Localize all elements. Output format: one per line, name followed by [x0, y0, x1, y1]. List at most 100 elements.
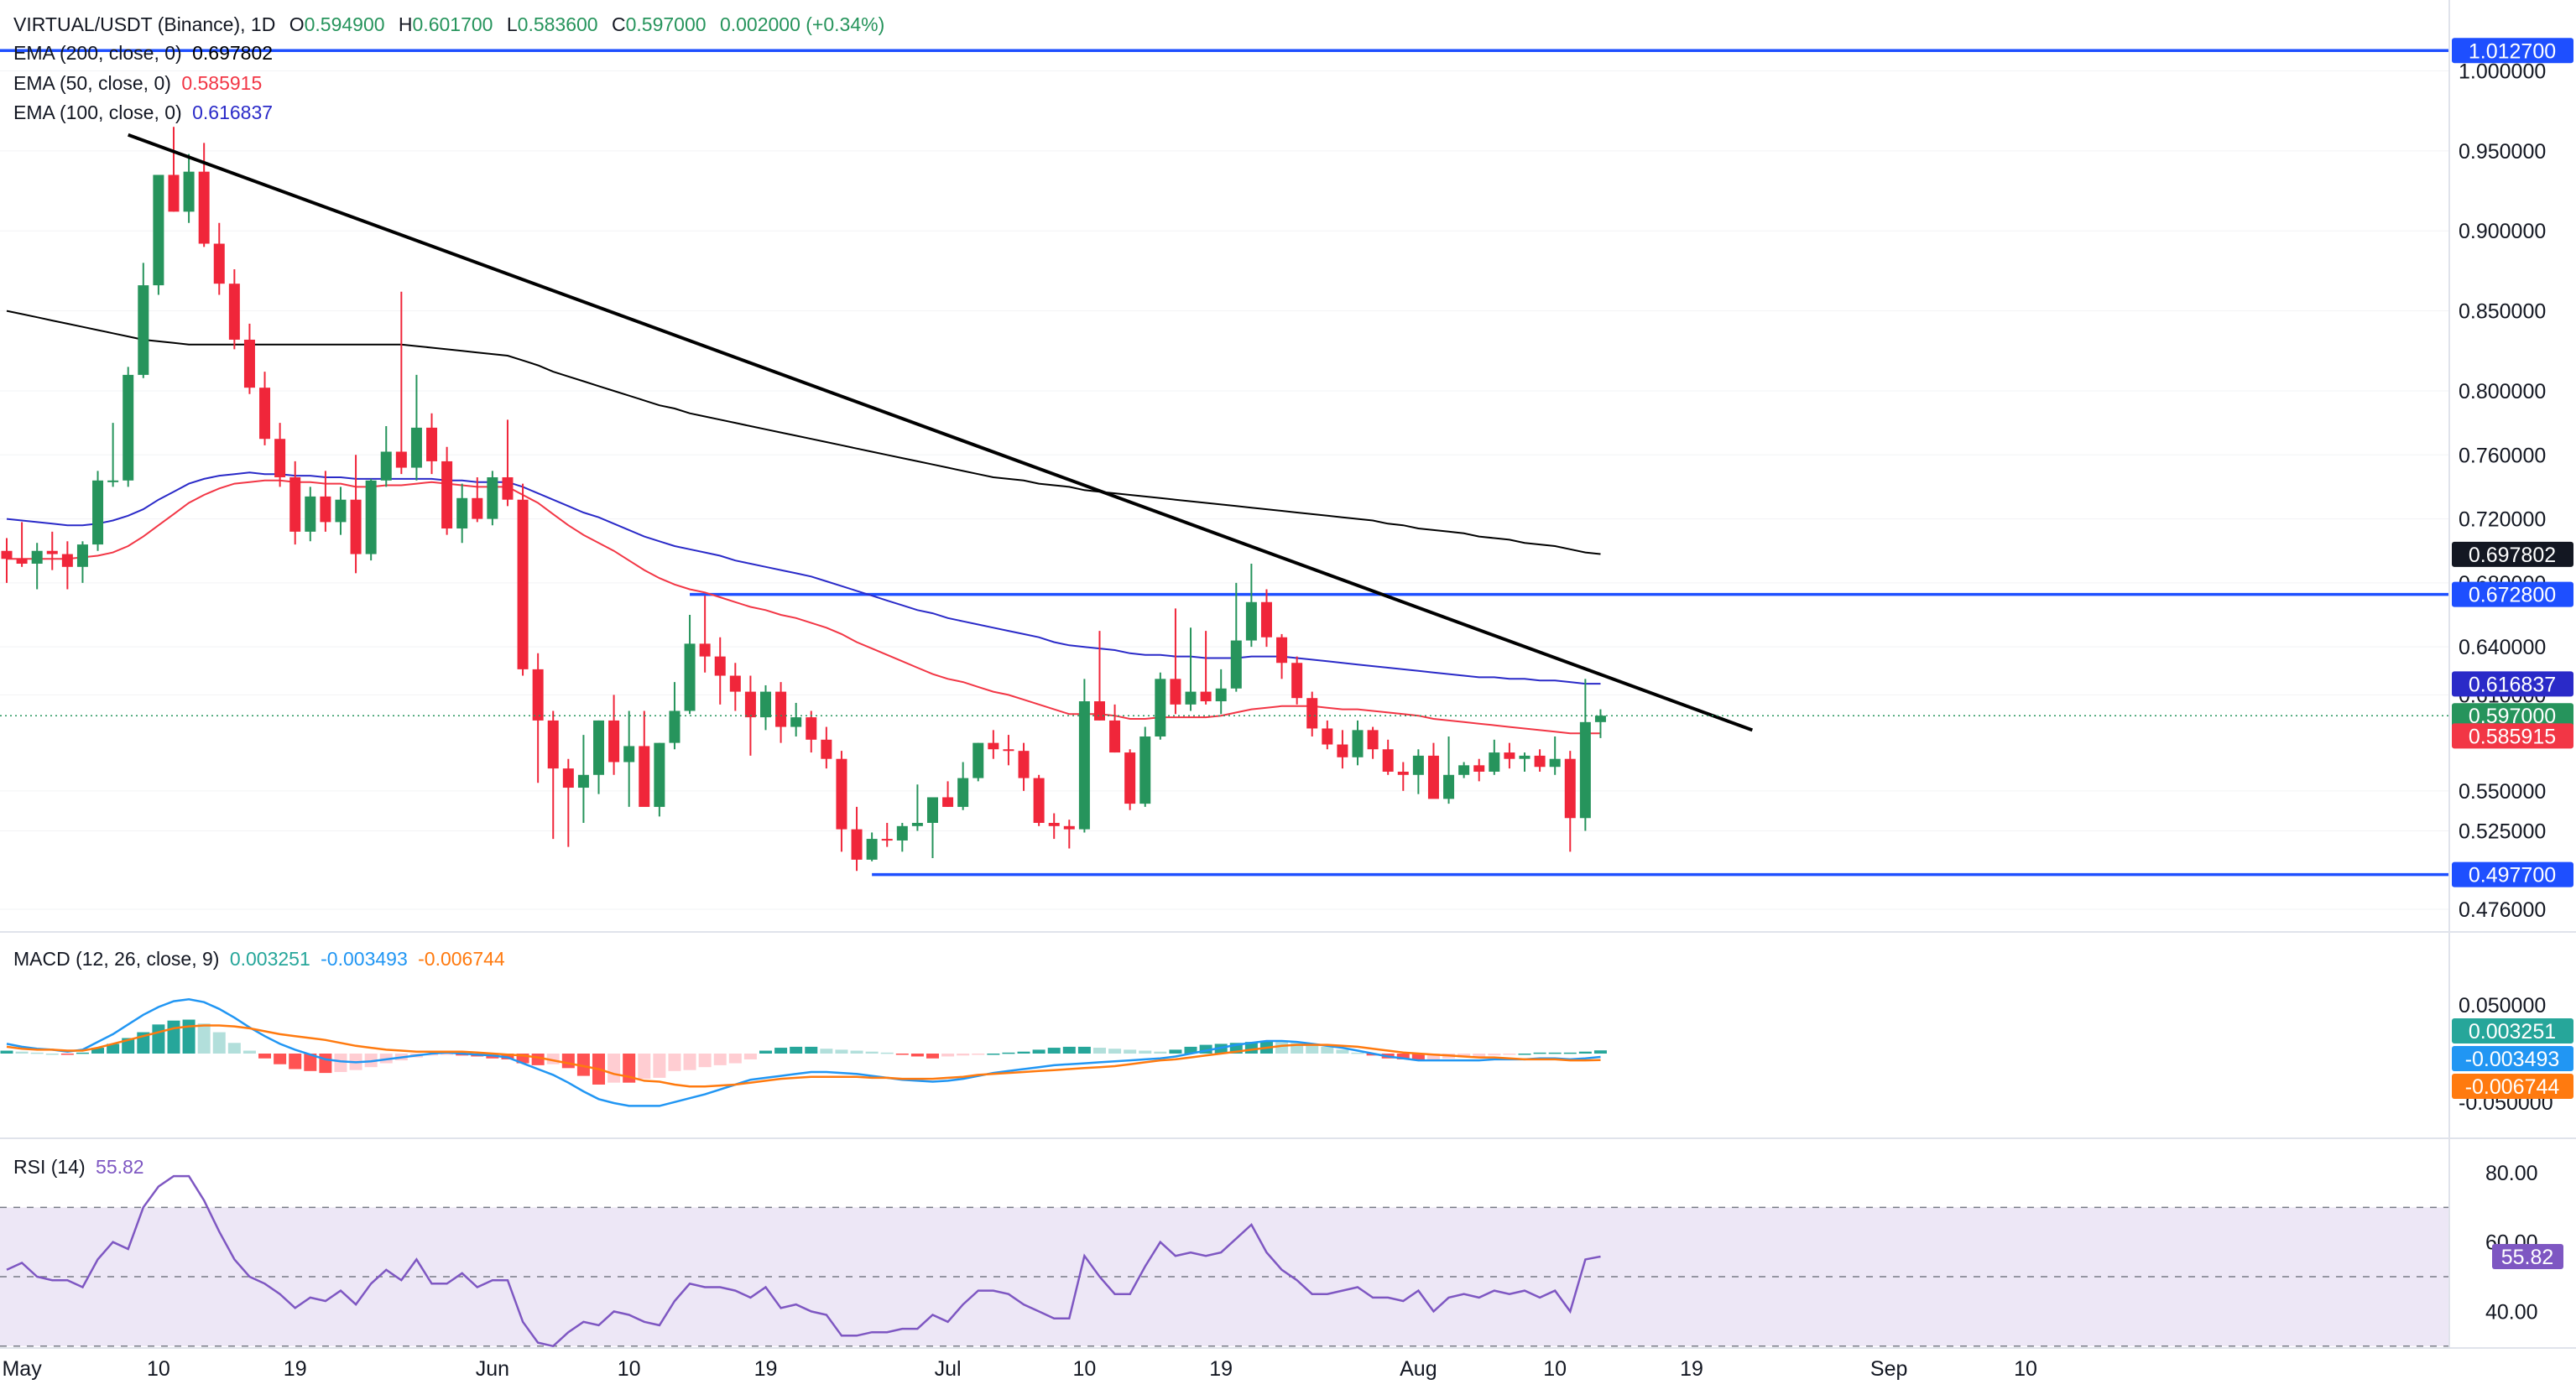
ema-200-line — [6, 310, 1601, 555]
ema100-legend[interactable]: EMA (100, close, 0) 0.616837 — [13, 101, 273, 124]
candle — [1579, 679, 1591, 831]
candle — [517, 483, 529, 676]
symbol-legend[interactable]: VIRTUAL/USDT (Binance), 1D O0.594900 H0.… — [13, 13, 884, 36]
macd-pane — [0, 998, 1607, 1107]
ema200-polyline — [6, 310, 1601, 555]
candle — [1200, 631, 1212, 705]
candle — [92, 471, 104, 551]
rsi-tick-label: 40.00 — [2485, 1300, 2538, 1324]
macd-histogram-bar — [1351, 1052, 1364, 1054]
candle-body — [1489, 752, 1500, 772]
macd-histogram-bar — [122, 1038, 135, 1054]
candle-body — [1397, 771, 1409, 775]
candle-body — [1155, 679, 1166, 736]
candle-body — [487, 476, 498, 519]
macd-histogram-bar — [242, 1050, 256, 1054]
candle-body — [821, 739, 832, 759]
macd-histogram-bar — [60, 1054, 74, 1055]
candle-body — [1504, 752, 1515, 759]
candle — [1458, 762, 1470, 778]
candle-body — [1337, 744, 1348, 757]
candle — [593, 720, 605, 794]
candle-body — [790, 717, 802, 727]
candle-body — [426, 427, 438, 461]
macd-histogram-bar — [1154, 1051, 1167, 1054]
horizontal-levels — [0, 49, 2448, 877]
candle-body — [1427, 755, 1439, 799]
candle — [1564, 751, 1576, 852]
candle — [639, 710, 650, 807]
candle-body — [76, 544, 88, 567]
candle — [926, 797, 938, 858]
macd-label: MACD (12, 26, close, 9) — [13, 948, 220, 970]
candles — [1, 127, 1606, 872]
tag-macd-line-text: -0.003493 — [2465, 1048, 2560, 1071]
macd-line — [6, 998, 1601, 1107]
macd-histogram-bar — [1032, 1049, 1046, 1054]
candle-body — [562, 768, 574, 788]
macd-histogram-bar — [212, 1032, 226, 1054]
macd-histogram-bar — [516, 1054, 529, 1064]
ema200-legend[interactable]: EMA (200, close, 0) 0.697802 — [13, 42, 273, 65]
macd-histogram-bar — [1169, 1049, 1182, 1054]
macd-histogram-bar — [1002, 1052, 1015, 1054]
candle — [836, 751, 847, 852]
candle-body — [92, 480, 104, 545]
macd-histogram-bar — [668, 1054, 681, 1071]
rsi-value: 55.82 — [96, 1156, 144, 1178]
tag-macd-line-box — [2452, 1046, 2573, 1071]
candle — [456, 483, 468, 544]
time-tick-label: 10 — [147, 1357, 170, 1381]
candle — [365, 478, 377, 561]
candle — [228, 269, 240, 350]
macd-histogram-bar — [1548, 1052, 1562, 1054]
candle — [1594, 709, 1606, 738]
macd-histogram-bar — [258, 1054, 272, 1059]
ema200-value: 0.697802 — [192, 42, 274, 64]
candle — [547, 710, 559, 840]
macd-histogram-bar — [45, 1054, 59, 1055]
tag-range-bottom: 0.497700 — [2452, 861, 2573, 887]
candle — [1230, 582, 1242, 692]
tag-last-price-box — [2452, 703, 2573, 729]
candle-body — [1139, 736, 1151, 804]
rsi-line — [6, 1174, 1601, 1348]
candle-body — [1200, 691, 1212, 702]
candle-body — [395, 451, 407, 468]
candle — [821, 726, 832, 769]
candle-body — [259, 388, 271, 440]
candle — [76, 541, 88, 583]
candle-body — [1230, 640, 1242, 689]
macd-histogram-bar — [1017, 1051, 1030, 1054]
candle — [866, 832, 878, 861]
macd-histogram-bar — [1503, 1054, 1516, 1055]
candle-body — [243, 339, 255, 388]
close-label: C — [612, 13, 626, 35]
macd-histogram-bar — [1199, 1044, 1212, 1054]
time-tick-label: 19 — [1209, 1357, 1233, 1381]
candle-body — [714, 656, 726, 676]
macd-histogram-bar — [1077, 1046, 1091, 1054]
candle — [851, 806, 863, 872]
candle-body — [654, 742, 665, 807]
tag-macd-signal-text: -0.006744 — [2465, 1075, 2560, 1099]
macd-histogram-bar — [1108, 1049, 1122, 1054]
candle — [1185, 627, 1197, 711]
candle — [699, 596, 711, 673]
candle-body — [1078, 701, 1090, 830]
rsi-legend[interactable]: RSI (14) 55.82 — [13, 1156, 144, 1179]
macd-histogram-bar — [227, 1043, 241, 1054]
candle — [623, 710, 635, 807]
candle-body — [335, 499, 347, 523]
macd-legend[interactable]: MACD (12, 26, close, 9) 0.003251 -0.0034… — [13, 948, 505, 971]
candle — [426, 413, 438, 475]
candle — [123, 367, 134, 487]
candle — [1367, 726, 1379, 759]
candle-body — [228, 284, 240, 340]
time-tick-label: Jun — [476, 1357, 509, 1381]
candle-body — [1322, 728, 1333, 745]
ema50-value: 0.585915 — [181, 72, 263, 94]
time-tick-label: Jul — [935, 1357, 962, 1381]
ema50-legend[interactable]: EMA (50, close, 0) 0.585915 — [13, 72, 262, 95]
